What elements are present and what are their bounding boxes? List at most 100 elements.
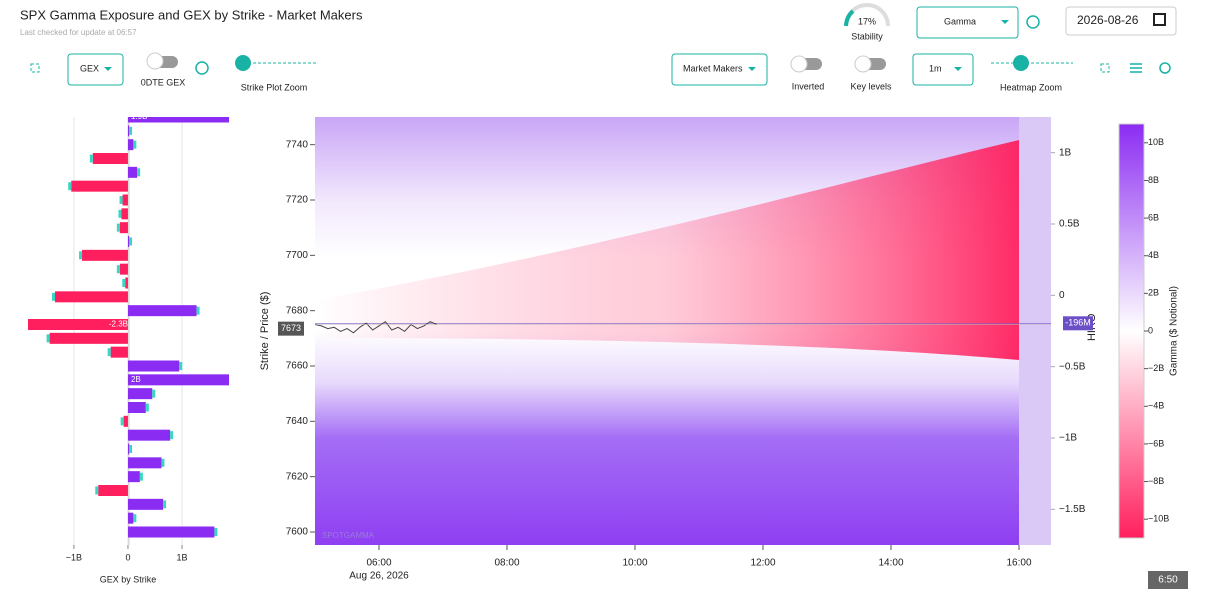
bar	[122, 194, 128, 206]
stability-value: 17%	[858, 16, 876, 26]
bar-end-marker	[231, 113, 234, 121]
bar	[127, 498, 164, 510]
heatmap	[315, 117, 1051, 545]
bar	[71, 180, 128, 192]
bar-end-marker	[79, 251, 83, 260]
dropdown-icon	[954, 67, 962, 71]
y-tick-label: 7740	[286, 139, 309, 150]
date-picker[interactable]	[1065, 6, 1177, 36]
data-label: -2.3B	[109, 320, 128, 329]
bar-end-marker	[139, 472, 143, 481]
bar-end-marker	[46, 334, 50, 343]
bar	[127, 429, 171, 441]
dropdown-icon	[1001, 20, 1009, 24]
bar	[127, 166, 138, 178]
y-tick-label: 7620	[286, 471, 309, 482]
date-text: 2026-08-26	[1077, 13, 1139, 27]
hiro-value-label: -196M	[1065, 318, 1091, 328]
bar-end-marker	[129, 237, 133, 246]
zoom-slider-knob[interactable]	[1013, 55, 1029, 71]
expand-icon[interactable]	[30, 63, 40, 73]
y-tick-label: 7660	[286, 361, 309, 372]
colorbar-tick-label: −2B	[1148, 363, 1164, 373]
bar-end-marker	[68, 182, 72, 191]
participant-select-text: Market Makers	[683, 63, 743, 73]
colorbar-tick-label: 4B	[1148, 250, 1159, 260]
gex-bars: 1.9B -2.3B 2B	[1, 113, 234, 538]
theme-icon[interactable]	[1159, 62, 1171, 74]
expand-icon[interactable]	[1100, 63, 1110, 73]
info-icon[interactable]	[1026, 15, 1040, 29]
bar-end-marker	[170, 431, 174, 440]
bar	[127, 235, 130, 247]
zoom-slider-knob[interactable]	[235, 55, 251, 71]
clock-badge	[1148, 571, 1188, 589]
price-label: 7673	[281, 323, 301, 333]
bar	[123, 415, 128, 427]
bar	[121, 208, 128, 220]
clock: 6:50	[1158, 575, 1178, 586]
bar	[55, 291, 128, 303]
heatmap-future-strip	[1019, 117, 1051, 545]
x-tick-label: 12:00	[750, 558, 775, 569]
metric-select[interactable]	[916, 6, 1019, 39]
bar-end-marker	[122, 278, 126, 287]
colorbar	[1118, 123, 1145, 539]
toggle-knob	[854, 55, 872, 73]
colorbar-tick-label: 2B	[1148, 288, 1159, 298]
colorbar-tick-label: −6B	[1148, 438, 1164, 448]
bar-end-marker	[163, 500, 167, 509]
bar-end-marker	[116, 265, 120, 274]
settings-icon[interactable]	[1130, 63, 1142, 73]
bar	[127, 125, 130, 137]
bar-end-marker	[145, 403, 149, 412]
calendar-icon[interactable]	[1153, 13, 1166, 26]
y-tick-label: 7700	[286, 250, 309, 261]
colorbar-tick-label: 6B	[1148, 212, 1159, 222]
bar	[127, 526, 215, 538]
x-tick-label: 0	[125, 552, 130, 562]
bar	[98, 484, 128, 496]
bar-end-marker	[129, 126, 133, 135]
strike-zoom-label: Strike Plot Zoom	[241, 82, 308, 92]
y2-tick-label: −1B	[1059, 433, 1077, 444]
watermark: SPOTGAMMA	[322, 531, 375, 540]
metric-select-text: Gamma	[944, 16, 976, 26]
bar	[82, 249, 128, 261]
bar-end-marker	[137, 168, 141, 177]
bar-end-marker	[196, 306, 200, 315]
heatmap-zoom-label: Heatmap Zoom	[1000, 82, 1062, 92]
bar	[127, 471, 140, 483]
info-icon[interactable]	[195, 61, 209, 75]
axis-title: Strike / Price ($)	[259, 292, 271, 371]
colorbar-tick-label: 10B	[1148, 137, 1164, 147]
heatmap-negative-zone	[315, 140, 1019, 360]
bar-end-marker	[214, 527, 218, 536]
y-tick-label: 7600	[286, 527, 309, 538]
participant-select[interactable]	[671, 53, 768, 86]
bar-end-marker	[1, 320, 4, 328]
bar-end-marker	[129, 444, 133, 453]
colorbar-tick-label: 8B	[1148, 175, 1159, 185]
bar	[49, 332, 128, 344]
bar	[110, 346, 128, 358]
interval-select[interactable]	[912, 53, 974, 86]
interval-select-text: 1m	[929, 63, 942, 73]
key-levels-label: Key levels	[850, 81, 892, 91]
stability-label: Stability	[851, 31, 883, 41]
page-subtitle: Last checked for update at 06:57	[20, 28, 137, 37]
bar	[127, 117, 229, 123]
y2-tick-label: −1.5B	[1059, 504, 1086, 515]
gex-select[interactable]	[67, 53, 124, 86]
bar-end-marker	[118, 209, 122, 218]
y-tick-label: 7680	[286, 305, 309, 316]
colorbar-tick-label: −10B	[1148, 514, 1169, 524]
x-date-label: Aug 26, 2026	[349, 571, 409, 582]
bar	[92, 152, 128, 164]
bar-end-marker	[120, 417, 124, 426]
colorbar-tick-label: 0	[1148, 325, 1153, 335]
toggle-knob	[790, 55, 808, 73]
y2-tick-label: −0.5B	[1059, 361, 1086, 372]
